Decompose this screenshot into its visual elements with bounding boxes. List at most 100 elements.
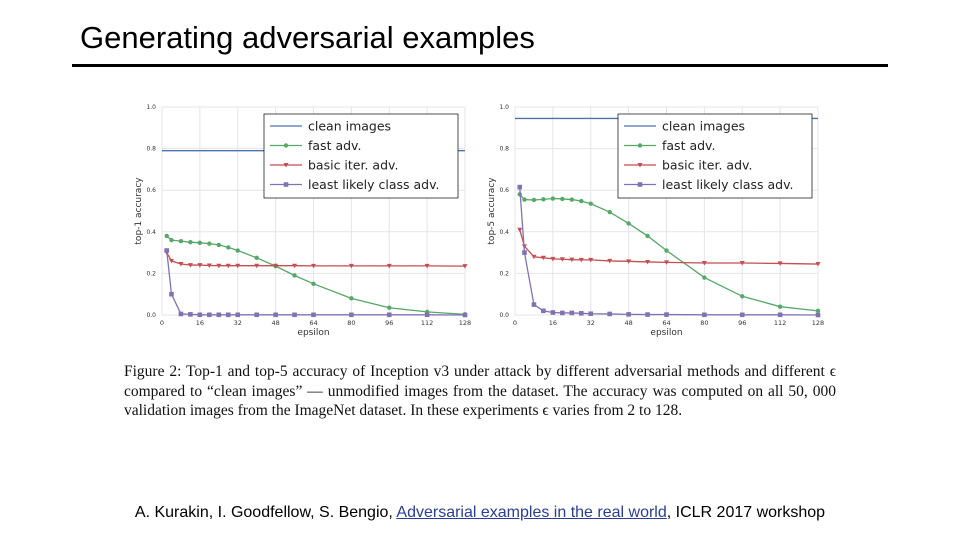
x-axis-label: epsilon [297,328,329,338]
legend-label-basic-iter-adv: basic iter. adv. [308,158,398,173]
series-line-fast-adv [166,235,466,316]
data-point-fast-adv [815,308,821,314]
data-point-least-likely-class-adv [216,312,222,318]
y-tick-label: 0.2 [146,270,156,277]
data-point-basic-iter-adv [178,262,184,267]
x-tick-label: 0 [160,319,164,327]
data-point-fast-adv [292,273,297,278]
data-point-least-likely-class-adv [169,291,174,297]
legend-label-least-likely-class-adv: least likely class adv. [662,177,793,192]
legend-label-least-likely-class-adv: least likely class adv. [308,177,439,192]
data-point-fast-adv [550,196,556,201]
y-tick-label: 0.2 [499,270,509,277]
data-point-basic-iter-adv [607,258,613,264]
data-point-fast-adv [197,240,203,246]
data-point-fast-adv [626,221,631,226]
data-point-least-likely-class-adv [626,312,631,317]
x-tick-label: 128 [812,319,824,327]
data-point-basic-iter-adv [626,259,632,264]
data-point-least-likely-class-adv [462,312,468,318]
data-point-least-likely-class-adv [188,312,193,317]
data-point-fast-adv [645,233,650,239]
y-axis-label: top-5 accuracy [487,177,497,245]
x-tick-label: 48 [271,319,279,327]
data-point-least-likely-class-adv [702,312,707,318]
data-point-basic-iter-adv [235,263,241,269]
data-point-least-likely-class-adv [815,312,821,318]
x-tick-label: 16 [196,319,204,327]
data-point-basic-iter-adv [664,260,669,265]
data-point-fast-adv [607,209,612,215]
data-point-fast-adv [702,275,707,280]
data-point-basic-iter-adv [701,261,707,266]
data-point-least-likely-class-adv [178,311,184,317]
data-point-fast-adv [164,233,169,239]
paper-link[interactable]: Adversarial examples in the real world [396,504,667,521]
x-tick-label: 80 [700,319,708,327]
data-point-least-likely-class-adv [254,312,259,318]
data-point-basic-iter-adv [569,257,575,263]
data-point-least-likely-class-adv [664,312,669,317]
legend-marker-least-likely-class-adv [283,182,289,187]
data-point-basic-iter-adv [197,263,203,268]
data-point-least-likely-class-adv [197,312,203,318]
legend: clean images fast adv. basic iter. adv. lea… [263,113,459,199]
top5-accuracy-chart: 0 16 32 48 64 80 96 112 128 0.0 0.2 0.4 0.6 0.8 1.0 eps… [487,104,824,338]
x-tick-label: 32 [234,319,242,327]
x-tick-label: 64 [662,319,670,327]
data-point-basic-iter-adv [550,256,556,262]
data-point-fast-adv [207,241,212,246]
legend-label-clean-images: clean images [308,119,391,134]
y-tick-label: 0.8 [499,146,509,153]
series-line-basic-iter-adv [519,229,819,265]
data-point-least-likely-class-adv [164,248,170,253]
data-point-basic-iter-adv [311,263,316,269]
data-point-fast-adv [579,198,584,204]
data-point-basic-iter-adv [588,257,594,263]
y-tick-label: 0.6 [499,187,509,194]
data-point-basic-iter-adv [386,263,392,269]
x-tick-label: 112 [421,319,433,327]
data-point-least-likely-class-adv [522,250,527,255]
data-point-basic-iter-adv [777,261,783,266]
x-tick-label: 128 [459,319,471,327]
data-point-fast-adv [311,281,316,286]
x-tick-label: 80 [347,319,355,327]
data-point-fast-adv [588,201,593,206]
citation-authors: A. Kurakin, I. Goodfellow, S. Bengio, [134,504,397,521]
data-point-least-likely-class-adv [517,184,523,190]
data-point-fast-adv [226,245,231,250]
legend-label-fast-adv: fast adv. [308,138,361,153]
data-point-least-likely-class-adv [349,312,354,318]
data-point-least-likely-class-adv [777,312,783,318]
data-point-least-likely-class-adv [292,312,297,318]
data-point-least-likely-class-adv [541,308,546,314]
x-tick-label: 96 [738,319,746,327]
data-point-least-likely-class-adv [531,302,537,307]
data-point-basic-iter-adv [645,259,651,265]
y-tick-label: 0.4 [499,229,509,236]
data-point-basic-iter-adv [815,262,821,267]
data-point-least-likely-class-adv [607,311,612,317]
y-tick-label: 1.0 [146,104,156,111]
data-point-basic-iter-adv [168,258,174,264]
data-point-fast-adv [387,305,392,310]
series-line-least-likely-class-adv [519,187,819,316]
y-tick-label: 1.0 [499,104,509,111]
data-point-fast-adv [188,240,193,245]
data-point-fast-adv [664,248,669,253]
data-point-least-likely-class-adv [311,312,316,318]
y-tick-label: 0.6 [146,187,156,194]
series-line-fast-adv [519,193,819,312]
data-point-fast-adv [560,196,565,202]
data-point-fast-adv [541,197,546,202]
data-point-basic-iter-adv [273,263,279,269]
data-point-least-likely-class-adv [569,310,575,316]
x-tick-label: 48 [624,319,632,327]
data-point-basic-iter-adv [206,263,212,268]
data-point-basic-iter-adv [187,263,193,268]
y-tick-label: 0.4 [146,229,156,236]
data-point-fast-adv [254,255,259,260]
data-point-fast-adv [522,197,527,202]
